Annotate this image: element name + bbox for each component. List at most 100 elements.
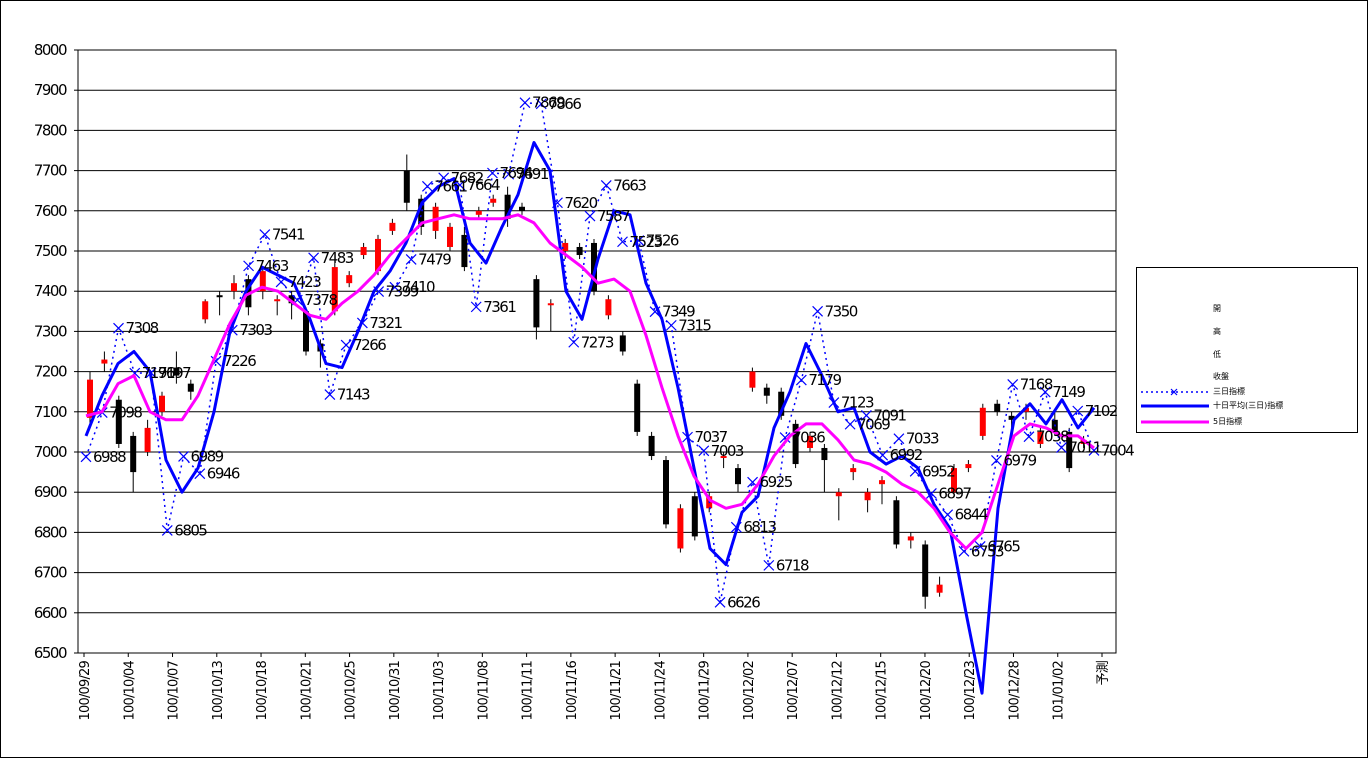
candle-body (850, 468, 857, 473)
x-tick-label: 100/10/13 (211, 660, 226, 720)
candle-body (907, 536, 914, 541)
data-label: 7168 (1020, 375, 1053, 393)
candle-body (749, 371, 756, 388)
series-marker (617, 236, 628, 248)
series-marker (795, 374, 807, 386)
data-label: 7661 (434, 177, 467, 195)
candle-body (101, 359, 108, 364)
x-tick-label: 100/11/24 (653, 660, 668, 720)
legend-swatch-dotted (1141, 388, 1209, 396)
series-marker (860, 409, 872, 421)
y-tick-label: 6700 (34, 564, 67, 582)
candle-body (792, 423, 799, 465)
series-marker (698, 445, 710, 457)
legend-label: 收盤 (1213, 372, 1229, 381)
candle-body (259, 271, 266, 292)
series-marker (308, 252, 320, 264)
candle-body (994, 403, 1001, 412)
data-label: 7091 (873, 406, 906, 424)
candle-body (288, 295, 295, 304)
data-label: 7663 (613, 176, 646, 194)
legend-label: 三日指標 (1213, 387, 1245, 396)
data-label: 7620 (564, 194, 597, 212)
series-marker (535, 98, 547, 110)
candle-body (807, 435, 813, 448)
x-tick-label: 100/10/07 (167, 660, 182, 720)
x-tick-label: 100/11/21 (609, 660, 624, 720)
data-label: 6925 (760, 473, 793, 491)
series-lines (80, 97, 1100, 695)
series-marker (503, 168, 515, 180)
candle-body (936, 584, 943, 593)
data-label: 7179 (808, 371, 841, 389)
candle-body (173, 367, 180, 376)
candle-body (648, 435, 655, 457)
series-line (85, 213, 1095, 550)
candle-body (202, 301, 209, 320)
candle-body (87, 379, 93, 418)
series-marker (405, 254, 417, 265)
candle-body (720, 456, 727, 459)
data-label: 7349 (662, 303, 695, 321)
data-label: 7011 (1068, 439, 1101, 457)
candle-body (303, 311, 309, 352)
data-label: 6765 (987, 537, 1020, 555)
y-tick-label: 6600 (34, 604, 67, 622)
series-marker (714, 596, 726, 608)
y-tick-label: 6900 (34, 483, 67, 501)
candle-body (115, 399, 122, 444)
data-label: 7149 (1052, 383, 1085, 401)
legend-item-open: 開 (1137, 302, 1357, 316)
x-tick-label: 100/09/29 (78, 660, 93, 720)
candle-body (591, 242, 597, 292)
candle-body (821, 447, 828, 461)
data-label: 7315 (678, 316, 711, 334)
data-label: 7526 (646, 232, 679, 250)
legend-swatch-magenta (1141, 420, 1209, 424)
candle-body (562, 242, 569, 251)
candle-body (619, 335, 626, 352)
candle-body (547, 303, 554, 306)
data-label: 7004 (1101, 441, 1134, 459)
candle-body (331, 267, 338, 312)
data-label: 6979 (1003, 451, 1036, 469)
x-tick-label: 100/10/04 (122, 660, 137, 720)
x-tick-label: 100/10/31 (388, 660, 403, 720)
data-label: 7378 (304, 291, 337, 309)
data-label: 7463 (256, 257, 289, 275)
candle-body (504, 194, 511, 219)
candle-body (965, 464, 972, 469)
data-label: 7361 (483, 298, 516, 316)
candle-body (274, 299, 281, 302)
data-label: 6952 (922, 462, 955, 480)
y-tick-label: 8000 (34, 41, 67, 59)
candle-body (461, 234, 468, 268)
data-label: 7541 (272, 226, 305, 244)
data-label: 7036 (792, 429, 825, 447)
data-label: 7423 (288, 273, 321, 291)
data-label: 7196 (142, 364, 175, 382)
data-label: 7523 (630, 233, 663, 251)
data-label: 7226 (223, 352, 256, 370)
candle-body (951, 468, 957, 493)
candle-body (533, 279, 540, 328)
y-tick-label: 7500 (34, 242, 67, 260)
y-axis: 6500 6600 6700 6800 6900 7000 7100 7200 7300 7400… (34, 41, 78, 662)
legend-item-high: 高 (1137, 325, 1357, 339)
series-marker (584, 210, 596, 222)
series-marker (519, 97, 531, 109)
y-tick-label: 7200 (34, 363, 67, 381)
y-tick-label: 7300 (34, 322, 67, 340)
candle-body (605, 299, 612, 316)
data-label: 6988 (93, 448, 126, 466)
data-label: 6753 (971, 542, 1004, 560)
x-tick-label: 100/10/21 (299, 660, 314, 720)
series-marker (1007, 379, 1019, 390)
candle-body (663, 460, 669, 525)
data-label: 7479 (418, 250, 451, 268)
candle-body (879, 480, 885, 485)
series-marker (178, 450, 189, 462)
legend-label: 開 (1213, 304, 1221, 313)
